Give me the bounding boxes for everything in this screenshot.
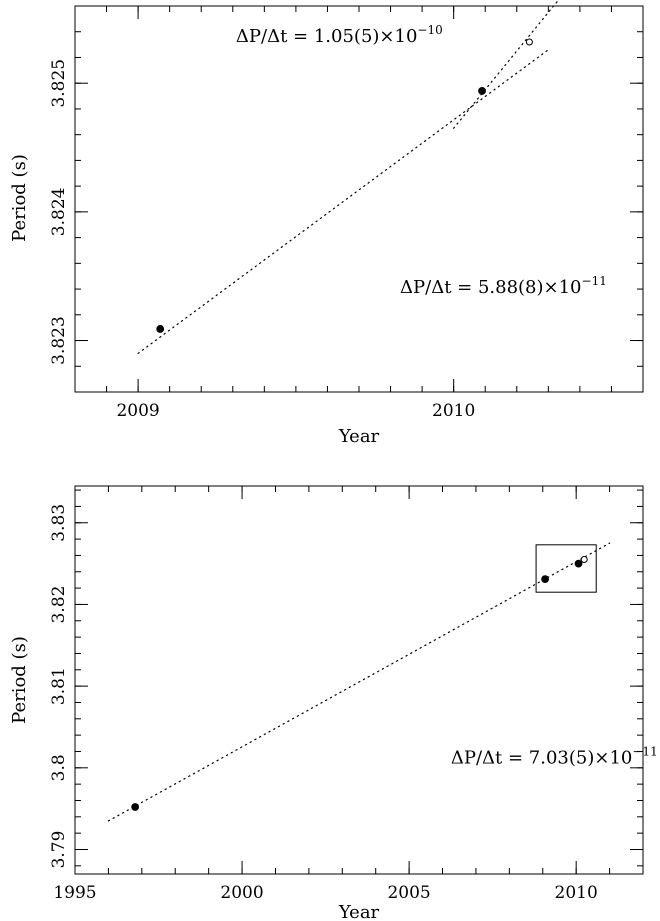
y-tick-label: 3.79: [49, 831, 69, 869]
plot-frame: [74, 485, 644, 875]
slope-annotation-exponent: −11: [632, 745, 657, 759]
zoom-inset-box: [535, 544, 597, 593]
data-point: [574, 559, 583, 568]
y-tick-label: 3.82: [49, 586, 69, 624]
x-axis-label: Year: [338, 902, 380, 921]
y-tick-label: 3.81: [49, 667, 69, 705]
y-axis-label: Period (s): [9, 636, 30, 724]
y-tick-label: 3.823: [49, 316, 69, 365]
y-tick-label: 3.825: [49, 59, 69, 108]
y-tick-label: 3.8: [49, 754, 69, 781]
y-tick-label: 3.83: [49, 504, 69, 542]
slope-annotation: ΔP/Δt = 5.88(8)×10−11: [400, 274, 607, 298]
data-point: [478, 87, 486, 95]
slope-annotation-base: ΔP/Δt = 7.03(5)×10: [451, 748, 632, 769]
x-tick-label: 2000: [220, 883, 263, 903]
fit-line: [107, 542, 611, 822]
plot-frame: [74, 5, 644, 393]
y-tick-label: 3.824: [49, 188, 69, 237]
data-point-open: [580, 556, 588, 564]
x-axis-label: Year: [338, 426, 380, 447]
x-tick-label: 2010: [432, 401, 475, 421]
fit-line: [453, 0, 559, 129]
slope-annotation-exponent: −10: [417, 23, 442, 37]
slope-annotation: ΔP/Δt = 1.05(5)×10−10: [236, 23, 443, 47]
data-point: [131, 803, 140, 811]
x-tick-label: 2005: [387, 883, 430, 903]
x-tick-label: 2009: [116, 401, 159, 421]
chart-panel-1: 2009 2010 3.823 3.824 3.825 Year Period (s) ΔP/…: [9, 0, 644, 447]
chart-panel-2: 1995 2000 2005 2010 3.79 3.8 3.81 3.82 3.83 Year P…: [9, 485, 658, 921]
slope-annotation-base: ΔP/Δt = 5.88(8)×10: [400, 277, 582, 298]
data-point-open: [525, 38, 533, 46]
x-tick-label: 1995: [53, 883, 96, 903]
x-tick-label: 2010: [555, 883, 598, 903]
slope-annotation-base: ΔP/Δt = 1.05(5)×10: [236, 26, 418, 47]
slope-annotation: ΔP/Δt = 7.03(5)×10−11: [451, 745, 658, 769]
fit-line: [137, 49, 549, 354]
data-point: [541, 575, 550, 584]
slope-annotation-exponent: −11: [582, 274, 607, 288]
y-axis-label: Period (s): [9, 154, 30, 242]
data-point: [156, 325, 165, 333]
